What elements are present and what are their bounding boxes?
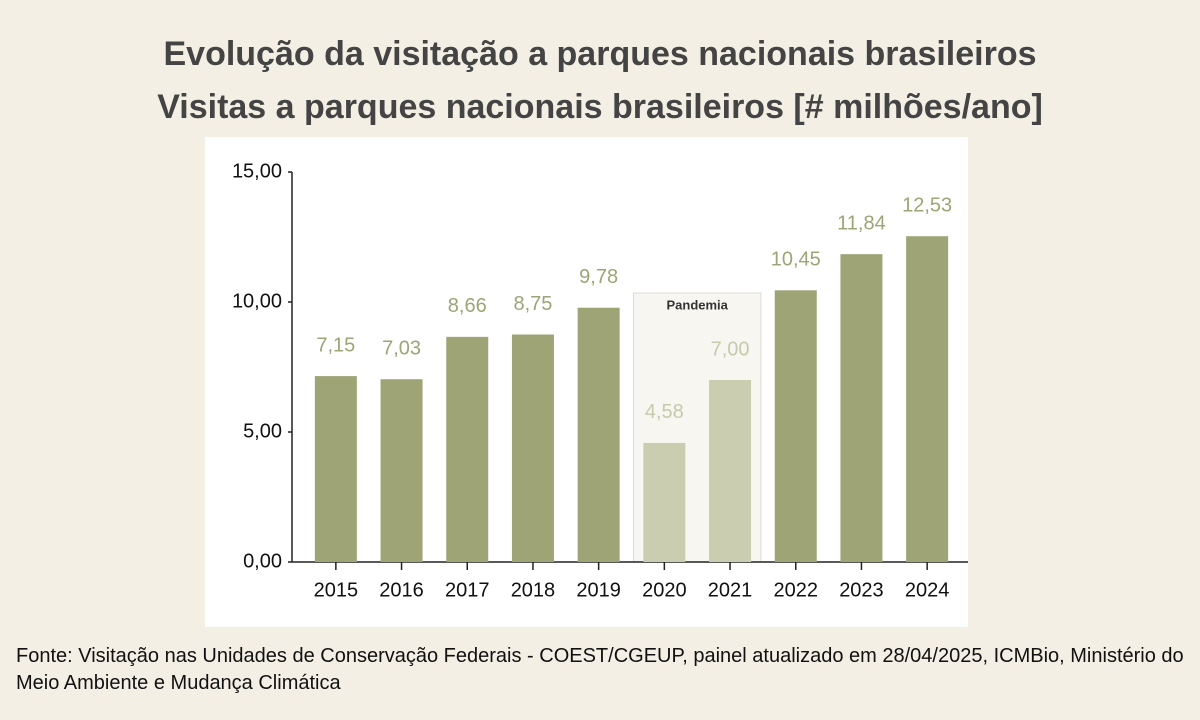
bar — [774, 290, 817, 562]
value-label: 9,78 — [579, 266, 618, 288]
bar — [840, 254, 883, 562]
value-label: 7,00 — [711, 338, 750, 360]
bar — [380, 379, 423, 562]
x-tick-label: 2018 — [511, 579, 556, 601]
y-tick-label: 0,00 — [243, 550, 282, 572]
bar — [643, 442, 686, 562]
value-label: 7,15 — [316, 334, 355, 356]
x-tick-label: 2016 — [379, 579, 424, 601]
annotation-label: Pandemia — [666, 297, 728, 312]
x-tick-label: 2021 — [708, 579, 753, 601]
x-tick-label: 2015 — [314, 579, 359, 601]
bar — [709, 380, 752, 562]
bar — [446, 336, 489, 562]
y-tick-label: 10,00 — [232, 290, 282, 312]
value-label: 4,58 — [645, 401, 684, 423]
x-tick-label: 2020 — [642, 579, 687, 601]
value-label: 11,84 — [837, 212, 886, 234]
bar — [906, 236, 949, 562]
bar — [314, 376, 357, 562]
bar — [577, 307, 620, 562]
y-tick-label: 5,00 — [243, 420, 282, 442]
chart-title: Evolução da visitação a parques nacionai… — [163, 35, 1036, 73]
value-label: 10,45 — [771, 249, 821, 271]
x-tick-label: 2024 — [905, 579, 950, 601]
bar — [511, 334, 554, 562]
chart-subtitle: Visitas a parques nacionais brasileiros … — [157, 88, 1043, 126]
value-label: 8,66 — [448, 295, 487, 317]
x-tick-label: 2022 — [774, 579, 819, 601]
value-label: 7,03 — [382, 338, 421, 360]
x-tick-label: 2019 — [576, 579, 621, 601]
y-tick-label: 15,00 — [232, 160, 282, 182]
chart: Evolução da visitação a parques nacionai… — [157, 35, 1043, 627]
source-note: Fonte: Visitação nas Unidades de Conserv… — [16, 645, 1184, 694]
value-label: 12,53 — [902, 195, 952, 217]
x-tick-label: 2023 — [839, 579, 884, 601]
value-label: 8,75 — [513, 293, 552, 315]
x-tick-label: 2017 — [445, 579, 490, 601]
